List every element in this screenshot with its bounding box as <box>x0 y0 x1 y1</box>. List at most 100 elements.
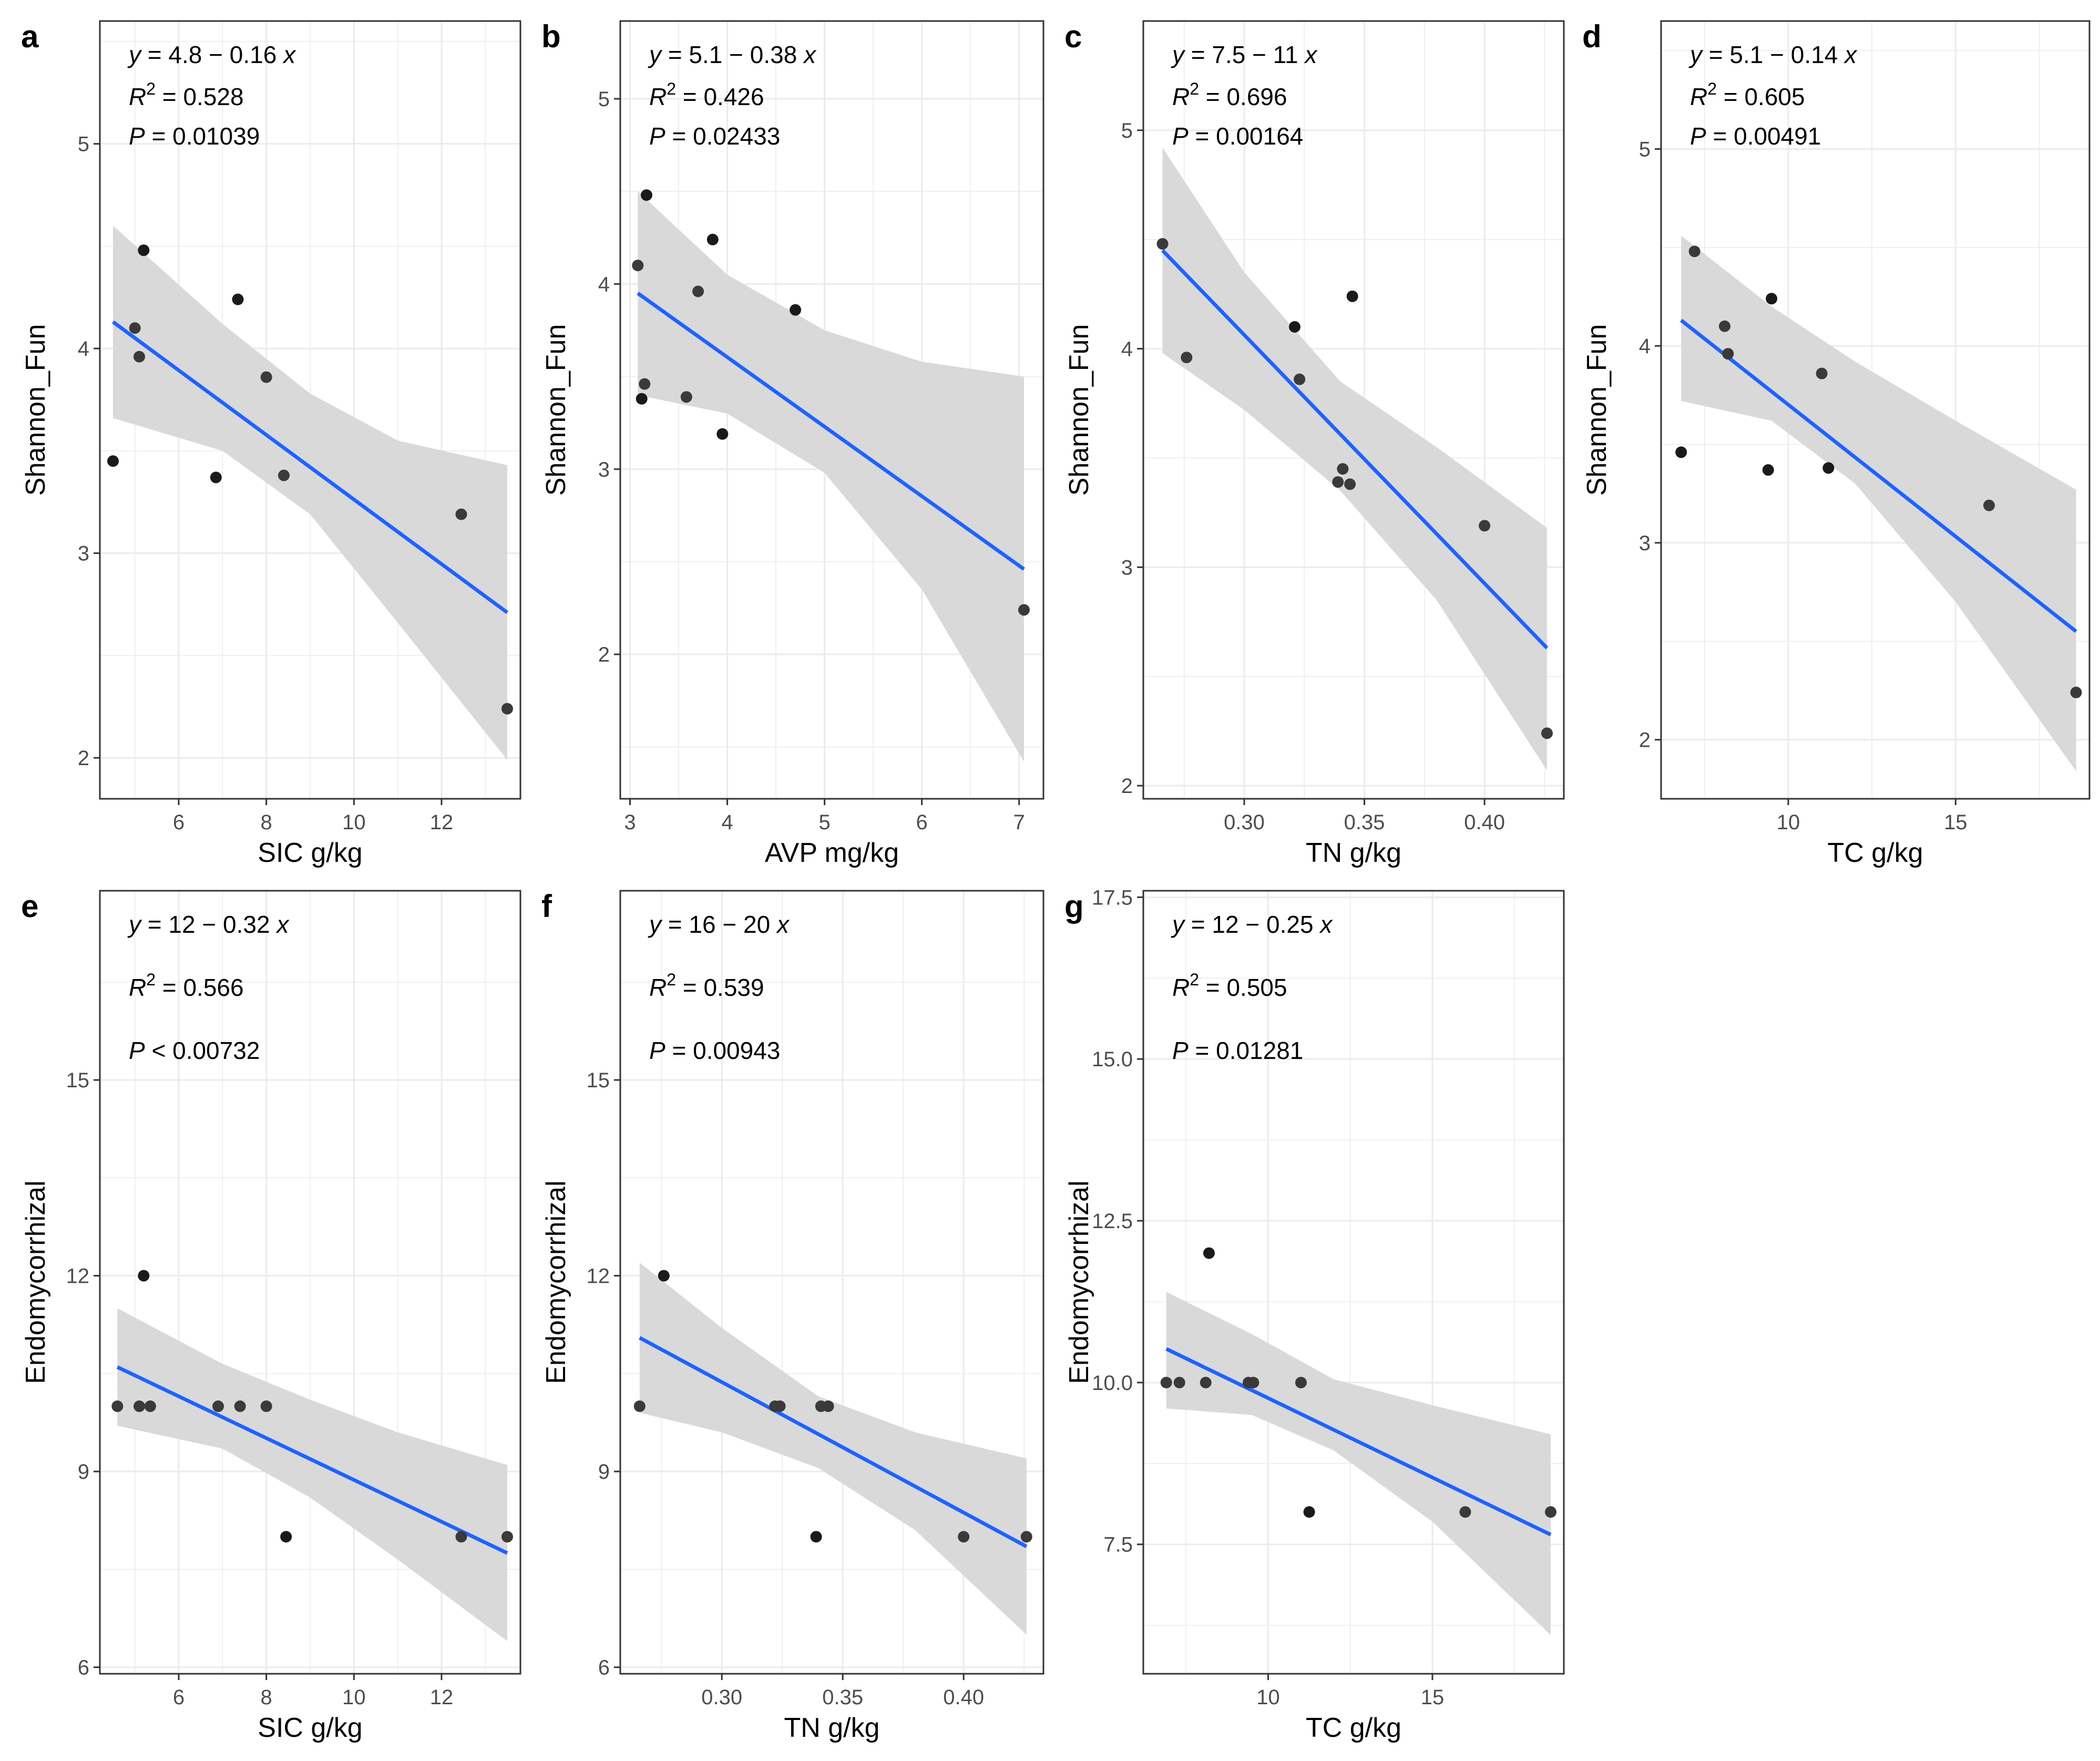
data-point <box>1545 1506 1556 1518</box>
data-point <box>1203 1247 1215 1259</box>
annotation-superscript: 2 <box>667 79 676 98</box>
x-tick-label: 0.30 <box>701 1686 742 1709</box>
data-point <box>1181 352 1193 364</box>
y-tick-label: 3 <box>1121 556 1133 579</box>
annotation-value: < 0.00732 <box>145 1037 260 1064</box>
y-axis-title: Endomycorrhizal <box>1064 1180 1094 1384</box>
data-point <box>633 1400 646 1412</box>
annotation-variable: x <box>275 911 290 938</box>
y-tick-label: 9 <box>598 1460 610 1484</box>
y-tick-label: 5 <box>598 88 610 111</box>
annotation-variable: R <box>1172 83 1190 110</box>
stat-annotation: R2 = 0.426 <box>649 79 764 110</box>
data-point <box>501 1531 513 1543</box>
panel-label: c <box>1064 19 1082 54</box>
data-point <box>232 293 244 305</box>
regression-line <box>111 320 509 614</box>
data-point <box>1718 320 1730 332</box>
data-point <box>501 703 513 715</box>
plot-frame <box>99 20 521 800</box>
x-axis-title: TN g/kg <box>1306 838 1401 868</box>
data-point <box>632 260 644 272</box>
data-point <box>810 1531 822 1543</box>
y-tick-label: 2 <box>1121 775 1133 798</box>
data-point <box>1247 1376 1259 1388</box>
data-point <box>260 1400 272 1412</box>
x-tick-label: 15 <box>1944 811 1968 834</box>
annotation-value: = 0.00943 <box>665 1037 781 1064</box>
confidence-band <box>639 1262 1027 1635</box>
x-tick-label: 0.40 <box>1464 811 1505 834</box>
data-point <box>1303 1506 1315 1518</box>
y-tick-label: 17.5 <box>1092 886 1133 909</box>
annotation-variable: x <box>1843 41 1858 68</box>
annotation-variable: P <box>129 122 145 150</box>
x-axis-title: SIC g/kg <box>258 838 362 868</box>
y-tick-label: 7.5 <box>1103 1533 1133 1557</box>
data-point <box>1173 1376 1185 1388</box>
data-point <box>1346 290 1358 302</box>
stat-annotation: R2 = 0.605 <box>1690 79 1805 110</box>
stat-annotation: y = 5.1 − 0.14 x <box>1688 41 1858 68</box>
panel-f: 0.30 0.35 0.40 6 9 12 15 TN g/kg Endomycorrhizal… <box>541 889 1044 1743</box>
stat-annotation: y = 4.8 − 0.16 x <box>127 41 296 68</box>
confidence-band <box>1162 148 1547 770</box>
data-point <box>278 469 290 481</box>
x-tick-label: 6 <box>173 1686 185 1709</box>
annotation-variable: P <box>1172 1037 1189 1064</box>
x-tick-label: 0.40 <box>943 1686 984 1709</box>
annotation-variable: y <box>127 911 142 938</box>
annotation-variable: P <box>1690 122 1706 150</box>
annotation-value: = 12 − 0.32 <box>141 911 276 938</box>
panel-label: g <box>1064 889 1084 924</box>
annotation-value: = 0.00164 <box>1189 122 1304 150</box>
y-tick-label: 2 <box>78 747 89 770</box>
y-tick-label: 15 <box>66 1069 90 1092</box>
plot-frame <box>1660 20 2091 800</box>
stat-annotation: R2 = 0.528 <box>129 79 244 110</box>
confidence-band <box>113 225 507 760</box>
data-point <box>1020 1531 1032 1543</box>
annotation-superscript: 2 <box>1190 970 1199 989</box>
data-point <box>680 391 692 403</box>
annotation-variable: P <box>1172 122 1189 150</box>
annotation-value: = 0.01281 <box>1189 1037 1304 1064</box>
annotation-value: = 7.5 − 11 <box>1184 41 1305 68</box>
x-tick-label: 10 <box>1256 1686 1280 1709</box>
y-tick-label: 12.5 <box>1092 1210 1133 1233</box>
stat-annotation: P = 0.01039 <box>129 122 260 150</box>
data-point <box>1018 604 1030 616</box>
annotation-variable: y <box>1688 41 1704 68</box>
annotation-variable: R <box>649 974 667 1001</box>
annotation-superscript: 2 <box>667 970 676 989</box>
panel-label: a <box>21 19 39 54</box>
y-axis-title: Shannon_Fun <box>541 324 571 496</box>
annotation-superscript: 2 <box>146 79 156 98</box>
annotation-value: = 0.528 <box>156 83 244 110</box>
plot-frame <box>619 890 1044 1675</box>
annotation-variable: y <box>648 41 663 68</box>
y-tick-label: 3 <box>1639 532 1651 555</box>
annotation-value: = 0.605 <box>1717 83 1805 110</box>
data-point <box>1160 1376 1172 1388</box>
annotation-value: = 0.696 <box>1199 83 1287 110</box>
annotation-variable: P <box>649 1037 665 1064</box>
y-tick-label: 4 <box>78 337 89 361</box>
y-tick-label: 12 <box>66 1265 90 1288</box>
annotation-value: = 5.1 − 0.14 <box>1702 41 1845 68</box>
confidence-band <box>1681 235 2076 771</box>
y-axis-title: Shannon_Fun <box>1064 324 1094 496</box>
data-point <box>658 1270 670 1282</box>
x-tick-label: 0.30 <box>1224 811 1265 834</box>
data-point <box>1688 245 1701 258</box>
panel-g: 10 15 7.5 10.0 12.5 15.0 17.5 TC g/kg Endomycorr… <box>1064 886 1565 1743</box>
data-point <box>640 189 652 201</box>
x-tick-label: 6 <box>173 811 185 834</box>
regression-line <box>1680 318 2077 633</box>
x-tick-label: 15 <box>1421 1686 1445 1709</box>
stat-annotation: y = 12 − 0.32 x <box>127 911 290 938</box>
data-point <box>1156 238 1169 250</box>
y-tick-label: 5 <box>78 133 89 156</box>
stat-annotation: P < 0.00732 <box>129 1037 260 1064</box>
panel-label: b <box>541 19 561 54</box>
